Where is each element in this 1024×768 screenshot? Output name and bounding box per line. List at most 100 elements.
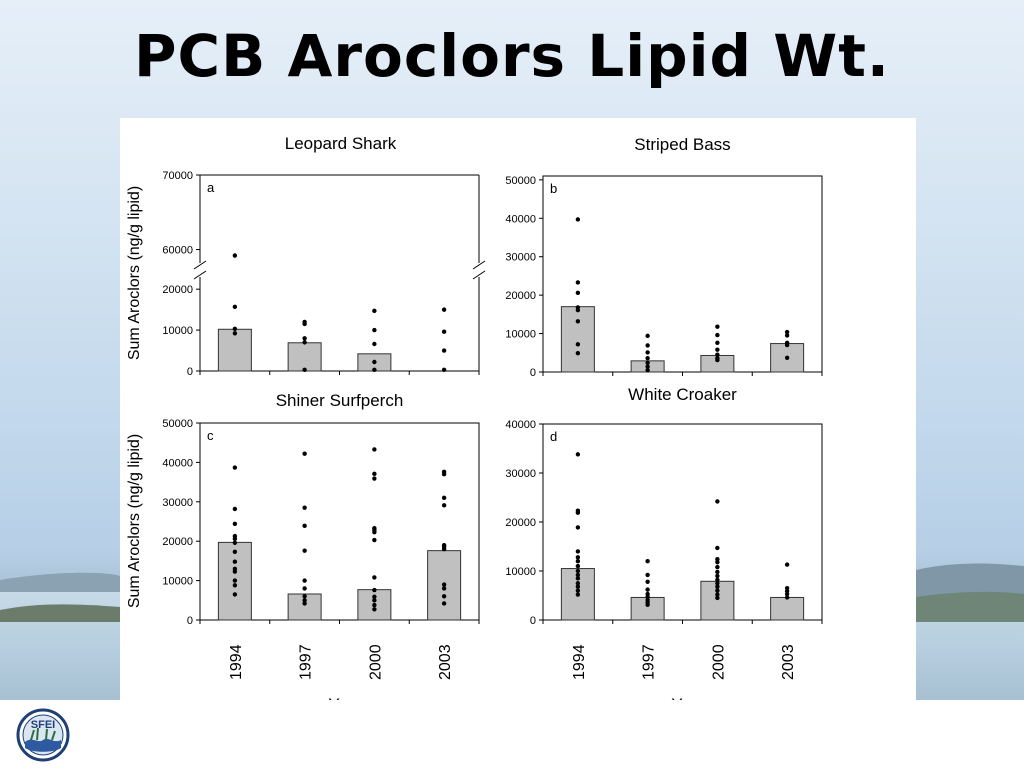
- y-tick-label: 20000: [162, 284, 193, 296]
- data-point: [372, 341, 377, 347]
- panel-label: d: [550, 429, 557, 444]
- panel-label: b: [550, 181, 557, 196]
- x-tick-label: 2000: [367, 644, 384, 680]
- chart-b: Striped Bass 0 10000 20000 30000 40000 50000 b: [505, 135, 823, 379]
- axis-break-mark: [472, 270, 486, 280]
- data-point: [715, 584, 720, 589]
- x-tick-label: 2003: [437, 644, 454, 680]
- chart-c: Shiner Surfperch 0 10000 20000 30000 40000 500…: [126, 391, 480, 714]
- data-point: [372, 575, 377, 580]
- data-point: [232, 540, 238, 545]
- data-point: [302, 367, 307, 372]
- data-point: [645, 364, 650, 369]
- data-point: [575, 319, 581, 324]
- data-point: [372, 598, 377, 603]
- y-tick-label: 30000: [162, 497, 193, 509]
- data-point: [715, 577, 720, 583]
- y-tick-label: 70000: [162, 170, 193, 182]
- data-point: [232, 506, 238, 512]
- axis-break-mark: [193, 260, 207, 270]
- data-point: [645, 587, 650, 592]
- data-point: [441, 582, 447, 587]
- data-point: [715, 564, 720, 570]
- bar: [560, 306, 595, 373]
- data-point: [784, 595, 790, 600]
- data-point: [232, 583, 238, 588]
- data-point: [372, 594, 377, 599]
- x-tick-label: 1994: [228, 644, 245, 680]
- y-tick-label: 40000: [505, 213, 536, 225]
- data-point: [372, 359, 377, 365]
- chart-a: Leopard Shark 0 10000 20000 60000 70000 a Sum A…: [126, 134, 486, 378]
- y-tick-label: 10000: [505, 566, 536, 578]
- chart-title: Striped Bass: [634, 135, 730, 154]
- data-point: [575, 592, 581, 597]
- axis-break-mark: [472, 260, 486, 270]
- data-point: [645, 355, 650, 361]
- y-axis-label: Sum Aroclors (ng/g lipid): [126, 186, 143, 360]
- data-point: [575, 588, 581, 593]
- data-point: [302, 523, 307, 529]
- data-point: [302, 336, 307, 341]
- sfei-logo: SFEI: [16, 708, 70, 762]
- y-tick-label: 60000: [162, 245, 193, 257]
- data-point: [715, 340, 720, 345]
- data-point: [302, 340, 307, 345]
- data-point: [715, 357, 720, 363]
- y-tick-label: 10000: [162, 325, 193, 337]
- data-point: [372, 471, 377, 477]
- data-point: [645, 559, 650, 564]
- data-point: [645, 579, 650, 584]
- data-point: [575, 559, 581, 564]
- chart-panel: Leopard Shark 0 10000 20000 60000 70000 a Sum A…: [120, 118, 916, 714]
- data-point: [232, 578, 238, 583]
- data-point: [372, 607, 377, 612]
- slide-title: PCB Aroclors Lipid Wt.: [134, 22, 890, 90]
- data-point: [575, 555, 581, 560]
- data-point: [715, 595, 720, 601]
- data-point: [441, 367, 447, 372]
- data-point: [645, 572, 650, 578]
- data-point: [232, 465, 238, 470]
- svg-text:SFEI: SFEI: [31, 719, 55, 731]
- data-point: [715, 573, 720, 579]
- x-tick-label: 1997: [298, 644, 315, 680]
- data-point: [302, 578, 307, 583]
- y-axis-label: Sum Aroclors (ng/g lipid): [126, 434, 143, 608]
- data-point: [372, 529, 377, 535]
- y-tick-label: 10000: [505, 329, 536, 341]
- data-point: [441, 348, 447, 353]
- data-point: [645, 360, 650, 365]
- data-point: [575, 572, 581, 578]
- data-point: [232, 304, 238, 309]
- bar: [287, 593, 322, 621]
- data-point: [441, 601, 447, 606]
- data-point: [645, 602, 650, 608]
- data-point: [441, 329, 447, 334]
- data-point: [645, 350, 650, 355]
- data-point: [232, 592, 238, 597]
- data-point: [232, 326, 238, 332]
- data-point: [302, 321, 307, 327]
- data-point: [441, 503, 447, 508]
- y-tick-label: 0: [187, 615, 193, 627]
- data-point: [715, 352, 720, 357]
- x-tick-label: 1997: [641, 644, 658, 680]
- data-point: [302, 594, 307, 599]
- data-point: [784, 562, 790, 567]
- y-tick-label: 20000: [505, 517, 536, 529]
- data-point: [441, 586, 447, 591]
- data-point: [575, 510, 581, 515]
- data-point: [302, 505, 307, 510]
- data-point: [715, 592, 720, 597]
- chart-title: Shiner Surfperch: [276, 391, 404, 410]
- y-tick-label: 40000: [162, 457, 193, 469]
- y-tick-label: 30000: [505, 468, 536, 480]
- data-point: [715, 559, 720, 565]
- chart-title: White Croaker: [628, 385, 737, 404]
- data-point: [784, 591, 790, 597]
- data-point: [715, 499, 720, 504]
- data-point: [715, 569, 720, 575]
- x-tick-label: 2000: [710, 644, 727, 680]
